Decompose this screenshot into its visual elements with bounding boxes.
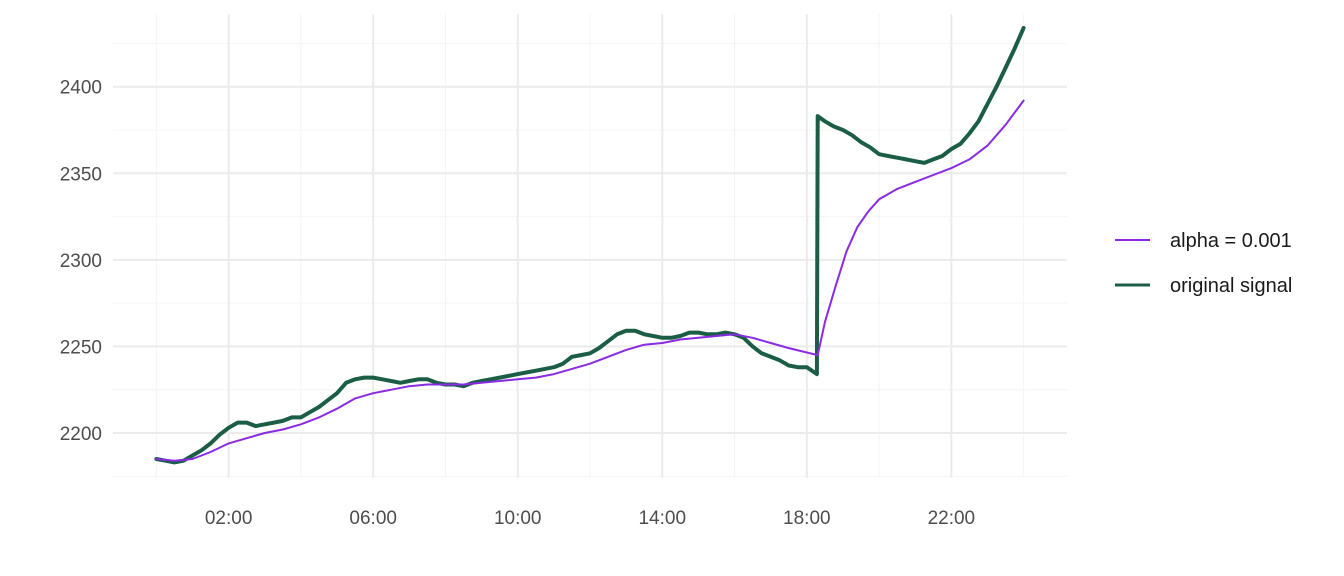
x-axis-tick-labels: 02:00 06:00 10:00 14:00 18:00 22:00 — [205, 508, 975, 529]
y-tick-label: 2300 — [60, 251, 102, 272]
x-tick-label: 22:00 — [928, 508, 976, 529]
y-tick-label: 2350 — [60, 164, 102, 185]
series-lines — [154, 25, 1026, 465]
x-tick-label: 06:00 — [349, 508, 397, 529]
series-line-original-signal — [154, 25, 1026, 465]
legend: alpha = 0.001 original signal — [1115, 230, 1292, 297]
minor-gridlines — [113, 14, 1067, 478]
x-tick-label: 18:00 — [783, 508, 831, 529]
y-tick-label: 2250 — [60, 337, 102, 358]
x-tick-label: 10:00 — [494, 508, 542, 529]
y-axis-tick-labels: 2200 2250 2300 2350 2400 — [60, 78, 102, 445]
legend-label: original signal — [1170, 275, 1292, 297]
y-tick-label: 2400 — [60, 78, 102, 99]
x-tick-label: 14:00 — [638, 508, 686, 529]
major-gridlines — [113, 14, 1067, 478]
legend-label: alpha = 0.001 — [1170, 230, 1292, 252]
y-tick-label: 2200 — [60, 424, 102, 445]
x-tick-label: 02:00 — [205, 508, 253, 529]
series-line-alpha — [155, 99, 1025, 462]
